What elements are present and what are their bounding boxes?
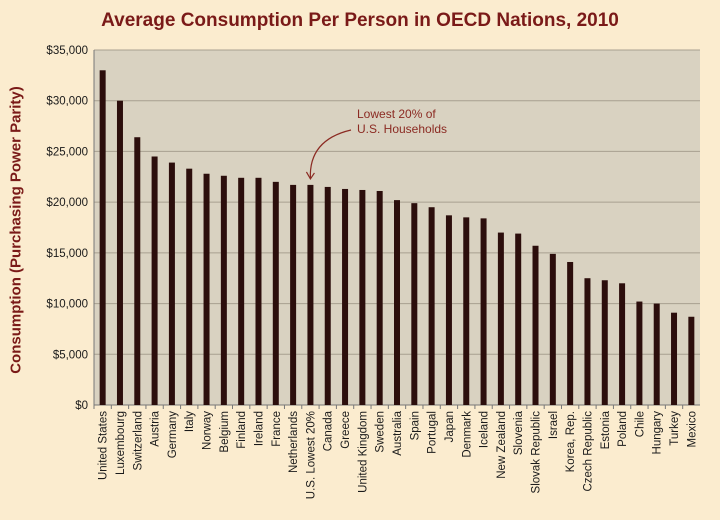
x-tick-label: Switzerland [132,411,144,470]
bar [567,261,574,405]
bar [359,189,366,405]
x-tick-label: Ireland [253,411,265,446]
x-tick-label: Portugal [427,411,439,454]
x-tick-label: Denmark [461,411,473,458]
bar [272,181,279,405]
x-tick-label: Israel [548,411,560,439]
x-tick-label: United Kingdom [357,411,369,493]
y-tick-label: $25,000 [46,146,88,158]
x-tick-label: Belgium [219,411,231,453]
bar [411,203,418,405]
bar [394,200,400,405]
x-tick-label: France [271,411,283,447]
bar [584,278,591,405]
annotation-arrow [309,129,352,179]
x-tick-label: Mexico [686,411,698,447]
bar [324,186,331,405]
bar [619,283,626,405]
x-tick-label: Japan [444,411,456,442]
x-tick-label: U.S. Lowest 20% [305,411,317,499]
x-tick-label: Hungary [652,411,664,455]
bar [463,217,470,405]
annotation-text: U.S. Households [357,122,447,136]
bar [376,190,383,405]
x-tick-label: Czech Republic [582,411,594,492]
x-tick-label: Greece [340,411,352,449]
x-tick-label: Canada [323,410,335,451]
bar [168,162,175,405]
x-tick-label: Chile [634,411,646,437]
bar [445,215,452,405]
x-tick-label: Sweden [375,411,387,453]
x-tick-label: Korea, Rep. [565,411,577,472]
bar [428,207,435,405]
y-tick-label: $35,000 [46,45,88,57]
annotation-text: Lowest 20% of [357,107,436,121]
bar [342,188,349,405]
bar [688,316,695,405]
x-tick-label: Germany [167,411,179,459]
bar [203,173,210,405]
chart-title: Average Consumption Per Person in OECD N… [101,10,619,31]
bar [220,175,227,405]
bar [515,233,522,405]
x-tick-label: Luxembourg [115,411,127,475]
x-tick-label: Estonia [600,410,612,449]
bar [151,156,158,405]
x-tick-label: Slovenia [513,410,525,455]
bar [671,312,678,405]
bar [497,232,504,405]
bar [636,301,643,405]
x-tick-label: Norway [202,411,214,450]
bar [186,168,193,405]
bar [238,177,245,405]
bar [532,245,539,405]
y-tick-label: $15,000 [46,248,88,260]
bar [116,100,123,405]
y-tick-label: $30,000 [46,96,88,108]
bar [307,184,314,405]
bar [549,253,556,405]
x-tick-label: Austria [150,410,162,446]
x-tick-label: Finland [236,411,248,449]
x-tick-label: Australia [392,410,404,455]
x-tick-label: Iceland [479,411,491,448]
x-tick-label: United States [98,411,110,480]
bar [134,137,141,405]
y-tick-label: $20,000 [46,197,88,209]
bar [290,184,297,405]
bar [255,177,262,405]
y-tick-label: $10,000 [46,299,88,311]
bar [653,303,660,405]
x-tick-label: New Zealand [496,411,508,479]
x-tick-label: Italy [184,411,196,432]
bar [480,218,487,405]
bar [99,70,106,406]
x-tick-label: Slovak Republic [531,411,543,494]
y-tick-label: $5,000 [53,349,88,361]
y-tick-label: $0 [75,400,88,412]
x-tick-label: Turkey [669,411,681,446]
x-tick-label: Spain [409,411,421,440]
bar [601,280,608,405]
x-tick-label: Netherlands [288,411,300,473]
x-tick-label: Poland [617,411,629,447]
annotation-arrowhead [305,171,315,181]
